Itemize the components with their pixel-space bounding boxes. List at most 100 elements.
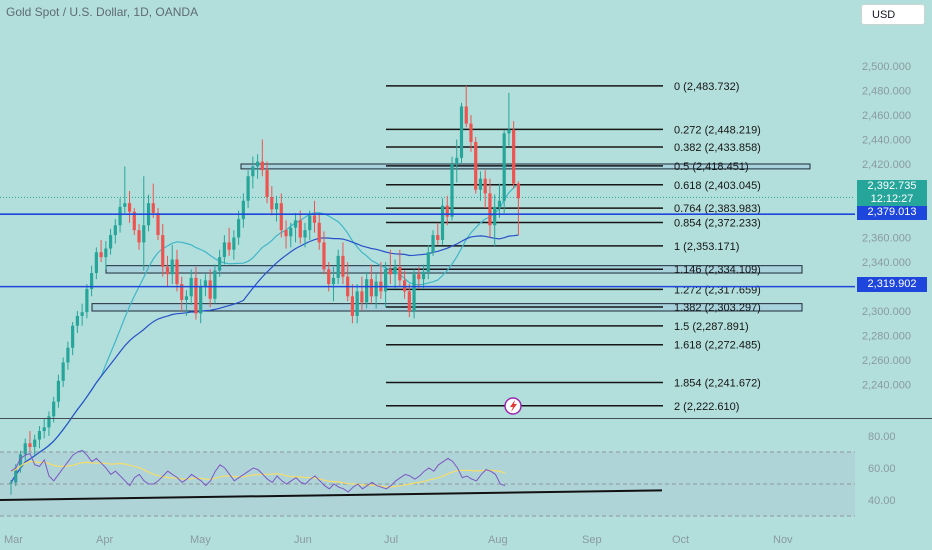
candle-body xyxy=(180,284,184,300)
line-price-tag-1: 2,379.013 xyxy=(857,206,927,220)
fib-level-label: 0.272 (2,448.219) xyxy=(674,124,761,136)
fib-level-label: 1.146 (2,334.109) xyxy=(674,264,761,276)
bar-countdown: 12:12:27 xyxy=(870,193,914,205)
time-tick-label: Jun xyxy=(294,534,312,546)
candle-body xyxy=(483,178,487,194)
candle-body xyxy=(474,141,478,190)
candle-body xyxy=(431,235,435,253)
candle-body xyxy=(28,443,32,447)
candle-body xyxy=(23,443,27,455)
candle-body xyxy=(251,166,255,177)
candle-body xyxy=(303,230,307,238)
candle-body xyxy=(398,266,402,281)
candle-body xyxy=(255,161,260,167)
price-tick-label: 2,500.000 xyxy=(862,61,911,73)
time-tick-label: Mar xyxy=(4,534,23,546)
time-axis: Mar Apr May Jun Jul Aug Sep Oct Nov xyxy=(4,534,793,546)
candle-body xyxy=(445,205,449,217)
fib-level-label: 0 (2,483.732) xyxy=(674,81,739,93)
candle-body xyxy=(241,200,245,220)
candle-body xyxy=(426,252,430,272)
current-price: 2,392.735 xyxy=(867,180,917,192)
rsi-tick-label: 80.00 xyxy=(868,431,896,443)
candle-body xyxy=(156,213,160,236)
candle-body xyxy=(336,255,340,278)
fib-level-label: 1.618 (2,272.485) xyxy=(674,340,761,352)
candle-body xyxy=(123,203,127,207)
candle-body xyxy=(412,274,416,311)
candle-body xyxy=(331,277,336,285)
candle-body xyxy=(52,401,56,417)
candle-body xyxy=(184,296,189,300)
candle-body xyxy=(327,269,331,285)
fib-level-label: 0.5 (2,418.451) xyxy=(674,161,749,173)
fib-level-label: 1.854 (2,241.672) xyxy=(674,377,761,389)
time-tick-label: Aug xyxy=(488,534,508,546)
candle-body xyxy=(90,273,94,289)
candle-body xyxy=(440,205,445,240)
candle-body xyxy=(507,129,511,134)
fib-level-label: 0.382 (2,433.858) xyxy=(674,142,761,154)
currency-button[interactable]: USD xyxy=(861,4,925,25)
candle-body xyxy=(308,215,312,231)
fib-level-label: 1 (2,353.171) xyxy=(674,241,739,253)
candle-body xyxy=(127,203,132,212)
candle-body xyxy=(350,296,355,316)
horizontal-lines[interactable] xyxy=(0,213,855,288)
candle-body xyxy=(61,362,65,381)
candle-body xyxy=(455,157,459,164)
candle-body xyxy=(94,252,98,274)
candle-body xyxy=(464,106,468,124)
time-tick-label: Apr xyxy=(96,534,113,546)
candle-body xyxy=(9,482,13,484)
candle-body xyxy=(265,170,269,198)
fib-level-label: 0.618 (2,403.045) xyxy=(674,180,761,192)
candle-body xyxy=(388,269,392,275)
candle-body xyxy=(298,220,302,238)
candle-body xyxy=(417,274,421,280)
price-tick-label: 2,360.000 xyxy=(862,233,911,245)
price-tick-label: 2,460.000 xyxy=(862,110,911,122)
candle-body xyxy=(497,200,502,207)
candle-body xyxy=(369,279,373,297)
earnings-marker[interactable] xyxy=(504,397,522,415)
fib-level-label: 0.764 (2,383.983) xyxy=(674,203,761,215)
rsi-line xyxy=(10,449,506,493)
candle-body xyxy=(393,266,397,275)
price-tick-label: 2,420.000 xyxy=(862,159,911,171)
price-axis: 2,500.000 2,480.000 2,460.000 2,440.000 2,42… xyxy=(862,61,911,392)
fib-level-label: 1.5 (2,287.891) xyxy=(674,321,749,333)
candle-body xyxy=(104,248,108,258)
candle-body xyxy=(194,277,198,314)
candle-body xyxy=(85,288,89,313)
candle-body xyxy=(108,235,113,249)
time-tick-label: May xyxy=(190,534,211,546)
candle-body xyxy=(203,280,208,287)
rsi-tick-label: 60.00 xyxy=(868,463,896,475)
candle-body xyxy=(360,291,364,303)
candle-body xyxy=(450,164,454,217)
candle-body xyxy=(516,183,520,199)
candle-body xyxy=(14,467,18,483)
candle-body xyxy=(488,193,492,226)
price-tick-label: 2,280.000 xyxy=(862,331,911,343)
time-tick-label: Jul xyxy=(384,534,398,546)
time-tick-label: Oct xyxy=(672,534,689,546)
candle-body xyxy=(355,291,359,316)
candle-body xyxy=(37,431,42,440)
candle-body xyxy=(502,133,506,201)
symbol-title: Gold Spot / U.S. Dollar, 1D, OANDA xyxy=(6,5,199,19)
rsi-axis: 80.00 60.00 40.00 xyxy=(868,431,896,507)
candle-body xyxy=(213,270,217,299)
candle-body xyxy=(469,123,473,142)
candle-body xyxy=(493,206,497,226)
candle-body xyxy=(274,203,279,210)
time-tick-label: Sep xyxy=(582,534,602,546)
candle-body xyxy=(232,237,236,250)
candle-body xyxy=(66,347,70,363)
time-tick-label: Nov xyxy=(773,534,793,546)
line-price-tag-2: 2,319.902 xyxy=(857,277,927,292)
candle-body xyxy=(99,252,103,258)
candle-body xyxy=(113,225,117,236)
